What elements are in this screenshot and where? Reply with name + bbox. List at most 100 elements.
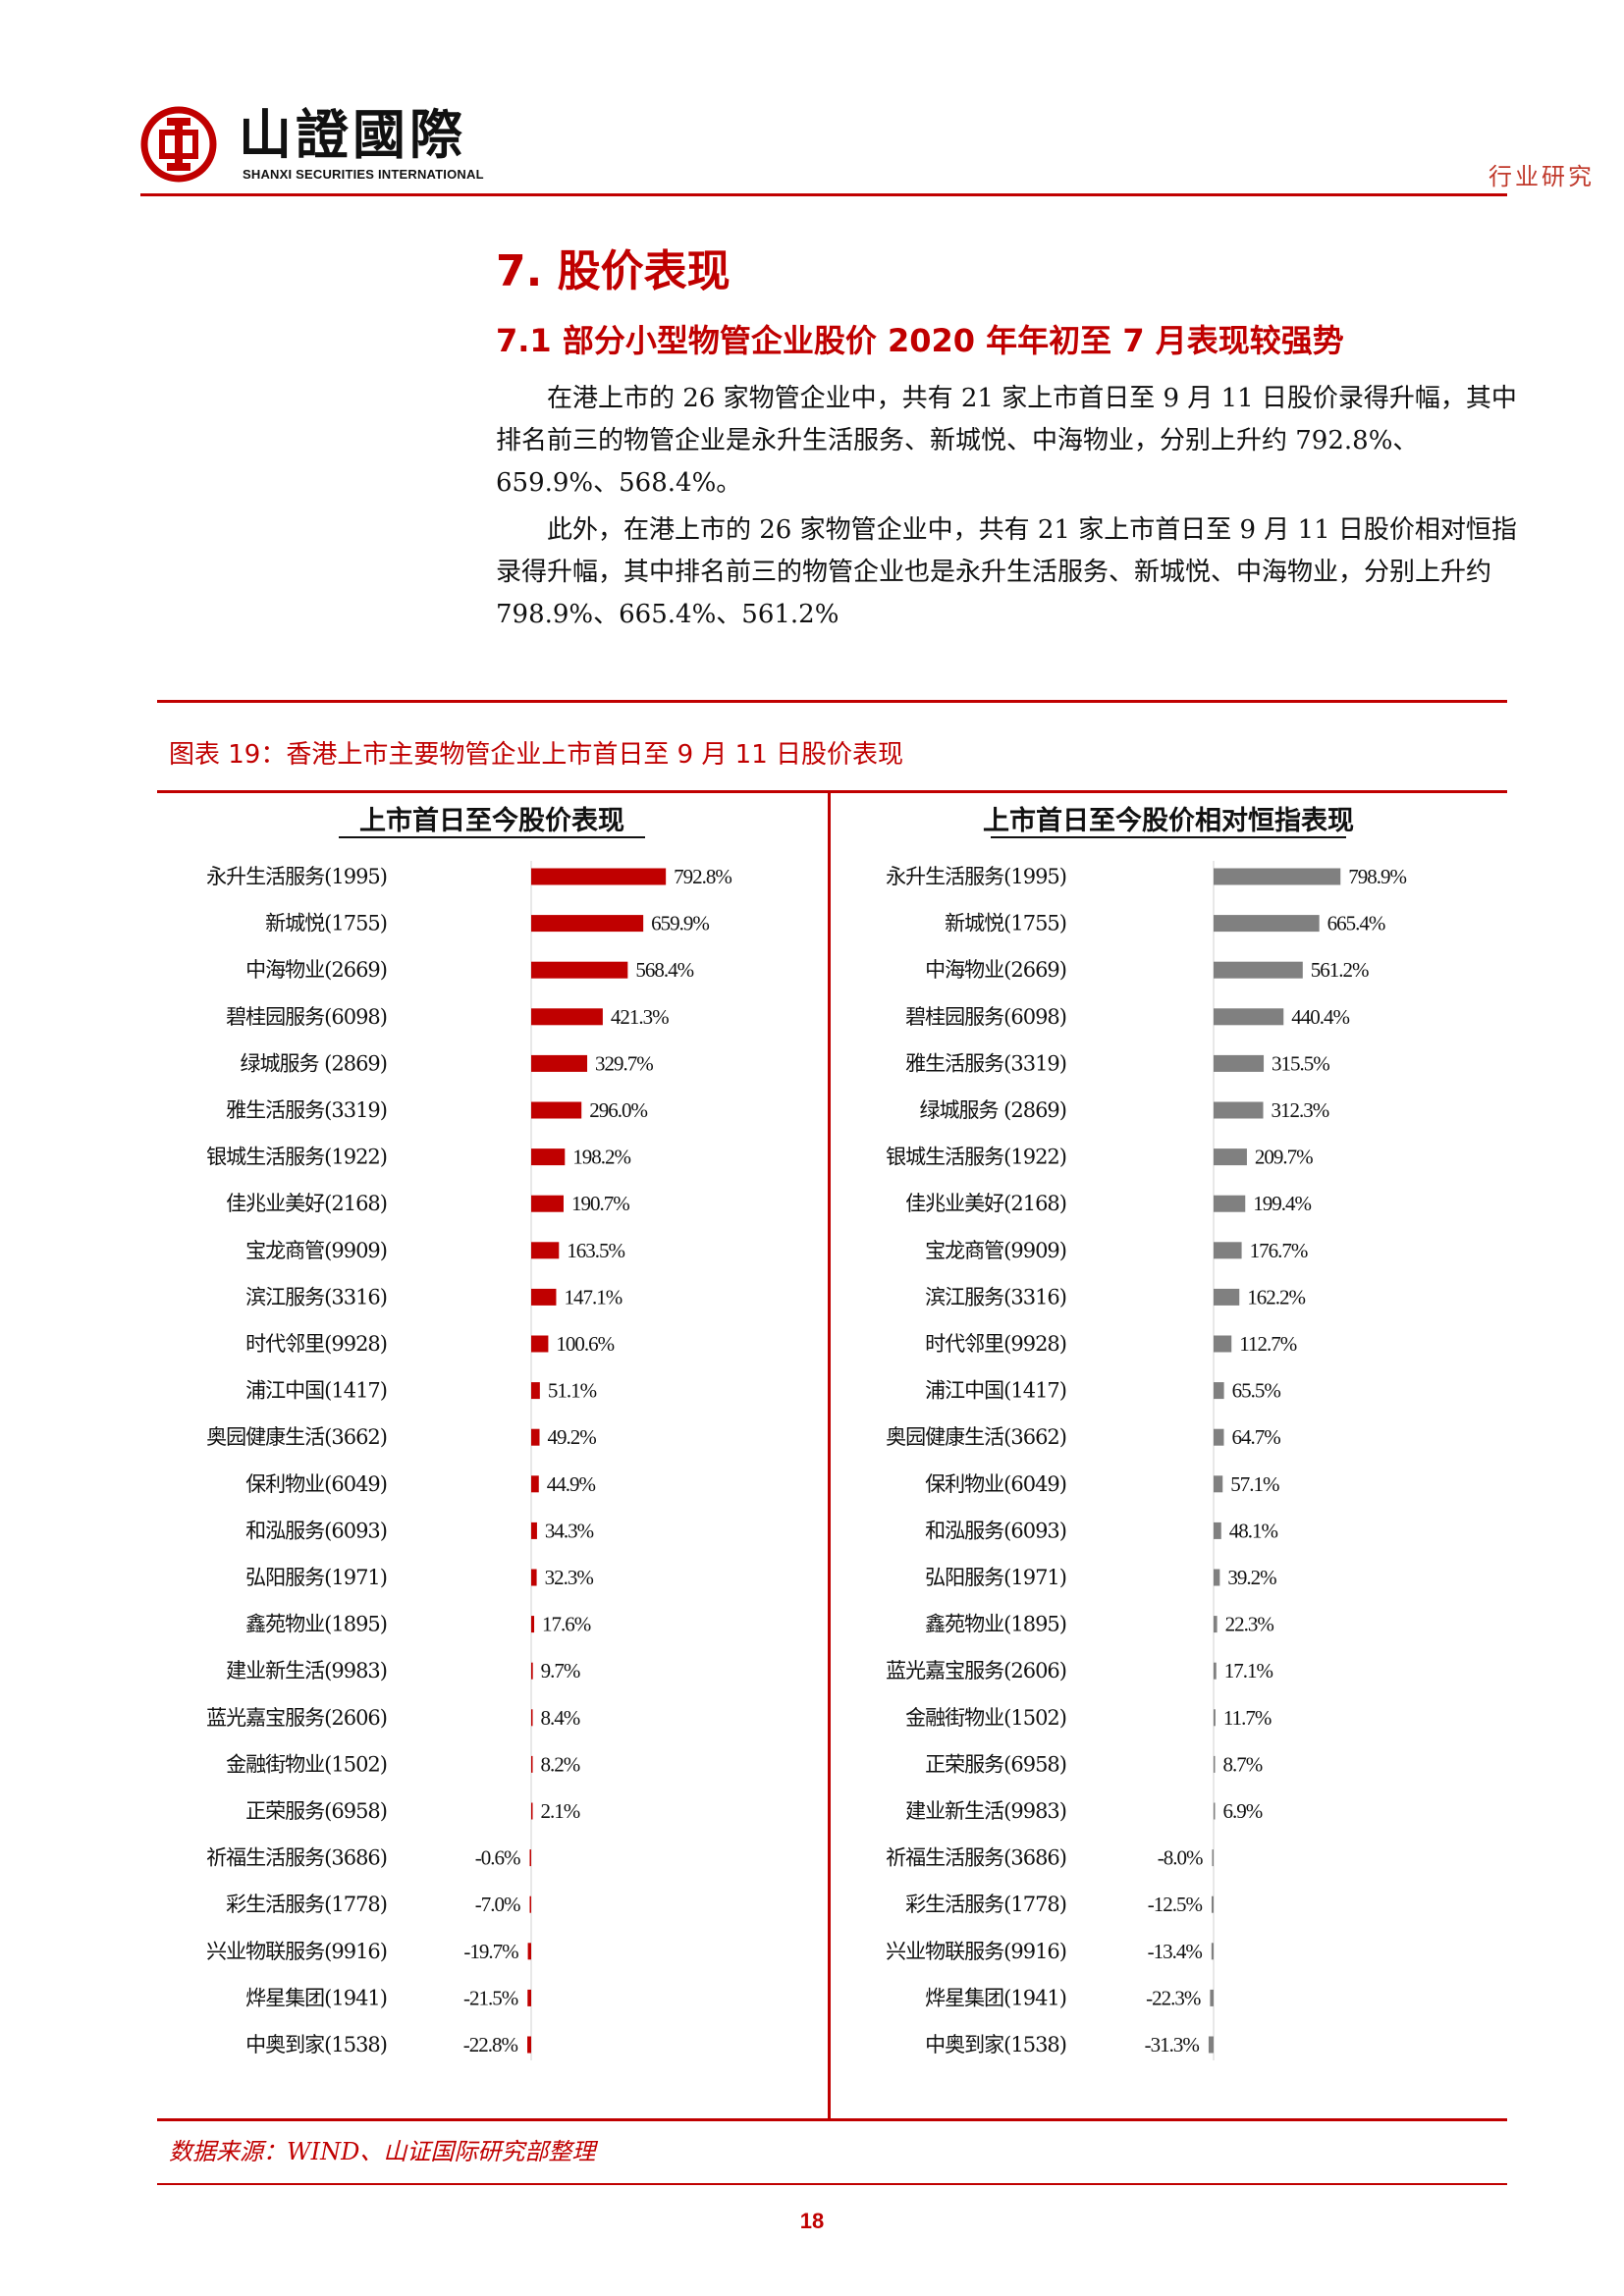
data-label: 8.4% — [541, 1706, 580, 1730]
category-label: 彩生活服务(1778) — [905, 1893, 1066, 1916]
category-label: 蓝光嘉宝服务(2606) — [886, 1659, 1066, 1682]
data-label: 44.9% — [547, 1472, 596, 1496]
bar — [1214, 1288, 1240, 1306]
bar — [531, 1242, 560, 1259]
data-label: 65.5% — [1232, 1379, 1281, 1403]
bar — [531, 1101, 582, 1119]
bar — [531, 915, 644, 933]
figure-top-rule — [157, 700, 1507, 703]
category-label: 鑫苑物业(1895) — [245, 1613, 387, 1636]
category-label: 银城生活服务(1922) — [886, 1146, 1066, 1169]
category-label: 弘阳服务(1971) — [925, 1566, 1066, 1589]
data-label: 665.4% — [1327, 912, 1385, 935]
bar — [1214, 868, 1341, 885]
bar — [531, 1428, 540, 1446]
bar — [1214, 1428, 1224, 1446]
data-label: 32.3% — [545, 1566, 594, 1589]
bar — [531, 1475, 539, 1493]
data-label: 17.6% — [542, 1613, 591, 1636]
bar — [1212, 1849, 1214, 1867]
data-label: 315.5% — [1272, 1051, 1329, 1075]
bar — [1214, 1148, 1247, 1166]
bar — [1214, 1616, 1218, 1633]
data-label: 8.2% — [541, 1752, 580, 1776]
category-label: 中海物业(2669) — [925, 958, 1066, 982]
data-label: 22.3% — [1225, 1613, 1274, 1636]
data-label: 176.7% — [1250, 1239, 1308, 1262]
bar — [531, 1288, 557, 1306]
bar — [1214, 1195, 1246, 1212]
category-label: 雅生活服务(3319) — [905, 1051, 1066, 1075]
category-label: 和泓服务(6093) — [245, 1519, 387, 1542]
bar — [1214, 1054, 1265, 1072]
category-label: 碧桂园服务(6098) — [905, 1005, 1066, 1029]
section-label: 行业研究 — [1489, 163, 1595, 190]
bar — [1214, 1662, 1217, 1680]
bar — [1214, 1475, 1223, 1493]
data-label: 568.4% — [635, 958, 693, 982]
category-label: 烨星集团(1941) — [245, 1986, 387, 2009]
category-label: 雅生活服务(3319) — [226, 1098, 387, 1122]
data-label: 11.7% — [1223, 1706, 1272, 1730]
data-label: 659.9% — [651, 912, 709, 935]
data-label: 112.7% — [1239, 1332, 1296, 1356]
data-label: 296.0% — [589, 1098, 647, 1122]
category-label: 时代邻里(9928) — [925, 1332, 1066, 1356]
footer-rule — [157, 2183, 1507, 2185]
category-label: 兴业物联服务(9916) — [886, 1940, 1066, 1963]
bar — [1214, 1382, 1224, 1400]
page-number: 18 — [799, 2209, 825, 2233]
category-label: 中奥到家(1538) — [925, 2033, 1066, 2056]
bar — [529, 1896, 531, 1913]
category-label: 蓝光嘉宝服务(2606) — [206, 1706, 387, 1730]
section-heading: 7. 股价表现 — [496, 246, 731, 296]
data-label: -22.3% — [1146, 1986, 1201, 2009]
bar — [527, 1943, 531, 1960]
data-label: 51.1% — [548, 1379, 597, 1403]
figure-source: 数据来源：WIND、山证国际研究部整理 — [169, 2138, 596, 2165]
bar — [1214, 1569, 1220, 1586]
bar — [531, 1335, 549, 1353]
brand-logo: 山證國際 SHANXI SECURITIES INTERNATIONAL — [140, 106, 514, 185]
bar — [1211, 1896, 1214, 1913]
bar — [531, 1569, 537, 1586]
data-label: 8.7% — [1223, 1752, 1263, 1776]
data-label: 798.9% — [1348, 865, 1406, 888]
figure-title: 图表 19：香港上市主要物管企业上市首日至 9 月 11 日股价表现 — [169, 740, 904, 770]
figure-header-rule — [157, 790, 1507, 793]
category-label: 中海物业(2669) — [245, 958, 387, 982]
bar — [1214, 1101, 1264, 1119]
data-label: 198.2% — [572, 1146, 630, 1169]
bar — [531, 961, 628, 979]
data-label: 421.3% — [611, 1005, 669, 1029]
data-label: 162.2% — [1247, 1285, 1305, 1308]
data-label: -7.0% — [475, 1893, 520, 1916]
brand-subtitle: SHANXI SECURITIES INTERNATIONAL — [243, 167, 484, 182]
bar — [1214, 1335, 1232, 1353]
category-label: 滨江服务(3316) — [925, 1285, 1066, 1308]
bar — [531, 1755, 533, 1773]
data-label: 792.8% — [674, 865, 731, 888]
bar — [1214, 1802, 1216, 1820]
bar — [1214, 1008, 1284, 1026]
data-label: 199.4% — [1253, 1192, 1311, 1215]
category-label: 正荣服务(6958) — [245, 1799, 387, 1823]
category-label: 彩生活服务(1778) — [226, 1893, 387, 1916]
category-label: 佳兆业美好(2168) — [905, 1192, 1066, 1215]
data-label: 57.1% — [1230, 1472, 1279, 1496]
data-label: 440.4% — [1291, 1005, 1349, 1029]
bar — [531, 1148, 566, 1166]
data-label: -21.5% — [463, 1986, 518, 2009]
data-label: 6.9% — [1223, 1799, 1263, 1823]
brand-logo-icon — [140, 106, 217, 183]
data-label: 190.7% — [571, 1192, 629, 1215]
chart-title: 上市首日至今股价表现 — [359, 805, 624, 836]
bar — [1214, 1522, 1221, 1539]
chart-panel-right: 上市首日至今股价相对恒指表现 永升生活服务(1995) 798.9% 新城悦(1755… — [831, 795, 1507, 2115]
bar — [1214, 1709, 1216, 1727]
data-label: 209.7% — [1255, 1146, 1313, 1169]
body-paragraph-1: 在港上市的 26 家物管企业中，共有 21 家上市首日至 9 月 11 日股价录… — [496, 384, 1517, 498]
data-label: 49.2% — [548, 1425, 597, 1449]
